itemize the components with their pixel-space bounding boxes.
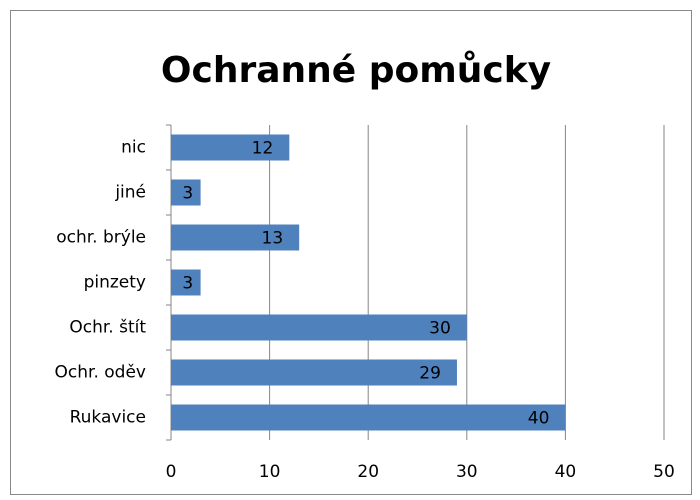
data-label: 3	[182, 184, 193, 204]
bar	[171, 359, 457, 386]
bar	[171, 134, 290, 161]
data-label: 30	[429, 319, 451, 339]
x-tick-label: 20	[357, 462, 379, 482]
bar	[171, 269, 201, 296]
x-tick-label: 40	[555, 462, 577, 482]
bar	[171, 314, 467, 341]
chart-title: Ochranné pomůcky	[161, 50, 551, 91]
bar	[171, 224, 300, 251]
y-tick-label: Ochr. oděv	[55, 363, 146, 383]
data-label: 29	[419, 364, 441, 384]
x-tick-label: 10	[259, 462, 281, 482]
x-tick-label: 30	[456, 462, 478, 482]
y-tick-label: ochr. brýle	[56, 228, 146, 248]
data-label: 12	[252, 139, 274, 159]
bar	[171, 179, 201, 206]
data-label: 40	[528, 409, 550, 429]
data-label: 3	[182, 274, 193, 294]
x-tick-label: 50	[653, 462, 675, 482]
y-tick-label: pinzety	[84, 273, 146, 293]
y-tick-label: jiné	[114, 183, 146, 203]
y-tick-label: nic	[121, 138, 146, 158]
data-label: 13	[262, 229, 284, 249]
x-tick-label: 0	[166, 462, 177, 482]
y-tick-label: Ochr. štít	[69, 318, 146, 338]
y-tick-label: Rukavice	[70, 408, 146, 428]
bar	[171, 404, 566, 431]
